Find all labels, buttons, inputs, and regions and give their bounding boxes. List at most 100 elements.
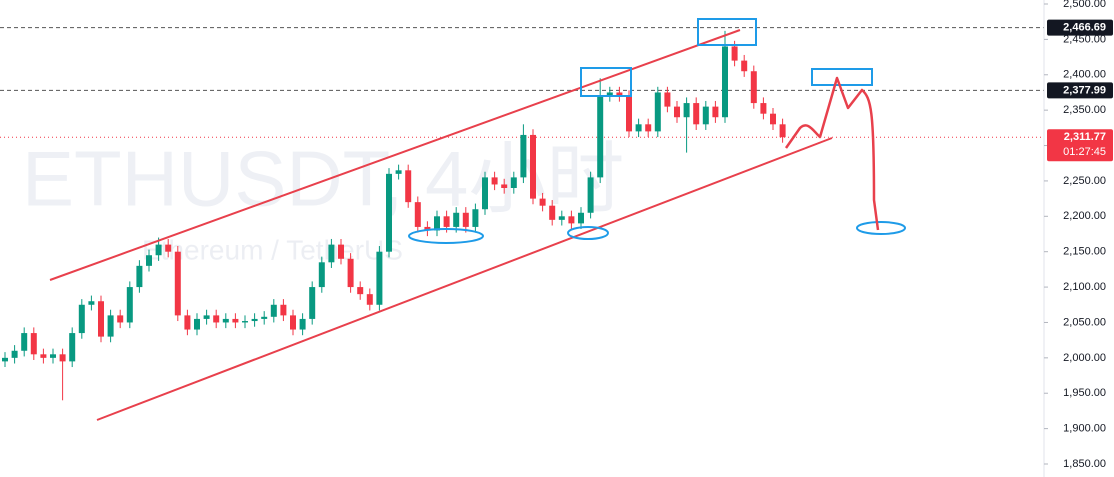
countdown: 01:27:45 <box>1063 146 1106 158</box>
candle-body <box>2 357 8 362</box>
candle-body <box>539 198 546 206</box>
candle-body <box>21 333 28 351</box>
candle-body <box>357 287 364 295</box>
y-tick-label: 1,850.00 <box>1063 458 1106 470</box>
candle-body <box>136 265 143 288</box>
y-axis: 1,850.00 1,900.00 1,950.00 2,000.00 2,050.00… <box>1044 0 1113 470</box>
candle-body <box>731 46 738 61</box>
candle-body <box>203 315 210 319</box>
candle-body <box>453 212 460 227</box>
candle-body <box>213 315 220 323</box>
candle-body <box>760 103 767 114</box>
candle-body <box>270 304 277 317</box>
candle-body <box>30 333 37 355</box>
candle-body <box>405 170 412 203</box>
candle-body <box>472 209 479 227</box>
candle-body <box>280 304 287 316</box>
y-tick-label: 1,900.00 <box>1063 423 1106 435</box>
candle-body <box>290 315 296 330</box>
candle-body <box>702 106 709 125</box>
candle-body <box>558 216 565 220</box>
y-tick-label: 2,000.00 <box>1063 352 1106 364</box>
candle-body <box>126 287 133 323</box>
candle-body <box>443 216 450 227</box>
candles <box>2 30 786 401</box>
plot <box>0 27 1044 138</box>
candle-body <box>395 170 402 174</box>
candle-body <box>261 316 268 319</box>
candle-body <box>117 315 124 323</box>
candle-body <box>645 124 652 132</box>
ellipse <box>856 221 906 235</box>
candle-body <box>222 318 229 323</box>
price-label: 2,311.77 <box>1064 131 1106 143</box>
candle-body <box>568 216 575 224</box>
candle-body <box>462 212 469 227</box>
candle-body <box>184 315 191 330</box>
candle-body <box>146 255 152 266</box>
candle-body <box>635 124 642 132</box>
y-tick-label: 2,400.00 <box>1063 69 1106 81</box>
box <box>811 68 873 86</box>
price-label-box <box>1047 19 1113 36</box>
box <box>697 18 757 46</box>
price-label: 2,377.99 <box>1063 84 1106 96</box>
candle-body <box>616 92 623 96</box>
candle-body <box>482 177 488 210</box>
candle-body <box>59 354 66 362</box>
candle-body <box>338 244 344 259</box>
candle-body <box>11 350 18 358</box>
box <box>580 67 632 97</box>
candle-body <box>155 244 162 256</box>
candle-body <box>578 212 584 224</box>
candle-body <box>174 251 181 316</box>
y-tick-label: 2,100.00 <box>1063 281 1106 293</box>
candle-body <box>242 321 248 323</box>
y-tick-label: 2,050.00 <box>1063 316 1106 328</box>
candle-body <box>309 287 316 319</box>
candle-body <box>366 294 373 305</box>
candle-body <box>414 202 421 227</box>
y-tick-label: 2,200.00 <box>1063 210 1106 222</box>
candle-body <box>98 301 104 337</box>
candle-body <box>194 318 200 330</box>
y-tick-label: 2,450.00 <box>1063 33 1106 45</box>
candle-body <box>770 113 776 125</box>
candle-body <box>386 173 392 252</box>
candle-body <box>251 318 258 322</box>
candle-body <box>491 177 498 185</box>
candle-body <box>654 92 661 132</box>
candle-body <box>587 177 594 213</box>
candle-body <box>232 318 239 323</box>
y-tick-label: 2,350.00 <box>1063 104 1106 116</box>
candle-body <box>779 124 786 138</box>
y-tick-label: 2,500.00 <box>1063 0 1106 10</box>
candle-body <box>520 134 527 178</box>
candle-body <box>722 46 728 118</box>
candle-body <box>40 354 47 358</box>
candle-body <box>712 106 719 118</box>
candle-body <box>318 262 325 288</box>
candle-body <box>107 315 114 337</box>
channel-top <box>49 29 741 281</box>
candle-body <box>683 103 690 118</box>
candle-body <box>626 96 632 132</box>
candle-body <box>347 258 354 288</box>
candle-body <box>510 177 517 188</box>
candle-body <box>674 106 680 118</box>
candle-body <box>664 92 671 107</box>
candle-body <box>530 134 536 199</box>
candle-body <box>750 71 757 104</box>
candle-body <box>376 251 383 305</box>
price-label-box <box>1047 82 1113 99</box>
candle-body <box>299 318 306 330</box>
candle-body <box>78 304 85 334</box>
y-tick-label: 2,250.00 <box>1063 175 1106 187</box>
annotations <box>49 18 906 421</box>
price-label-box <box>1047 129 1113 162</box>
ellipse <box>567 226 609 240</box>
price-label: 2,466.69 <box>1063 21 1106 33</box>
candle-body <box>597 96 604 178</box>
projection <box>784 76 880 231</box>
